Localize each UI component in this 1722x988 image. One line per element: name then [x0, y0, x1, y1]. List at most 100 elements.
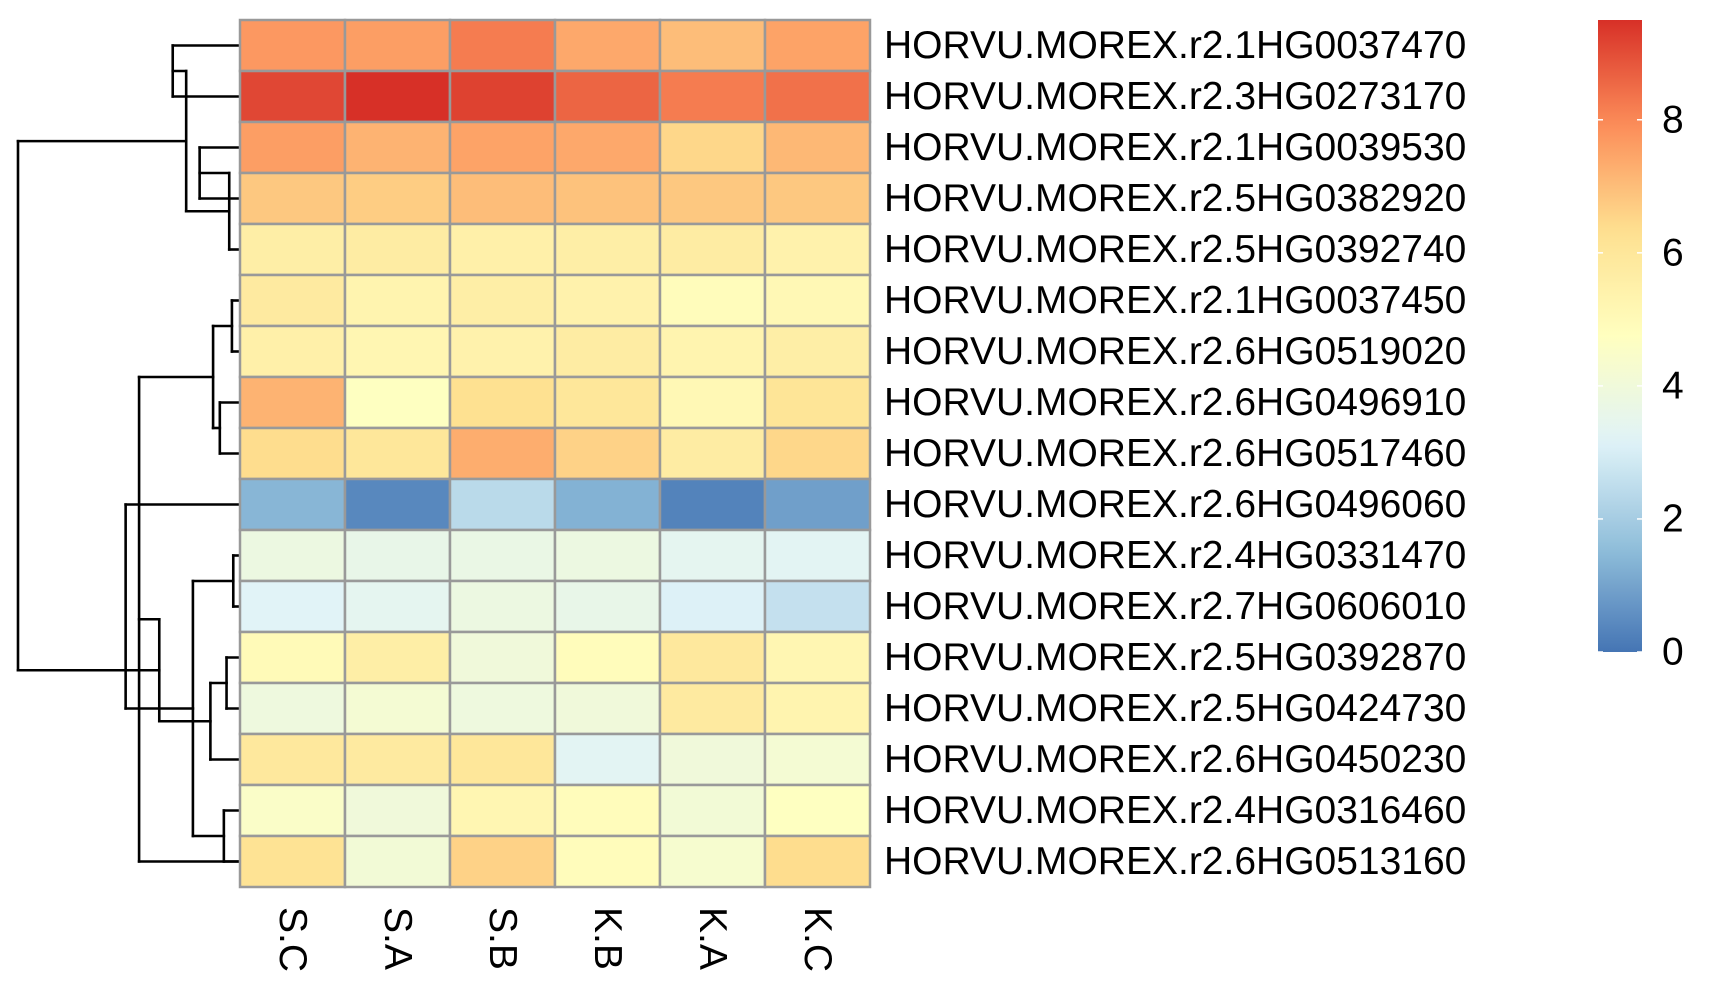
heatmap-cell	[343, 18, 452, 73]
heatmap-cell	[448, 630, 557, 685]
heatmap-cell	[238, 630, 347, 685]
heatmap-cell	[448, 120, 557, 175]
heatmap-cell	[238, 732, 347, 787]
heatmap-cell	[343, 426, 452, 481]
heatmap-cell	[658, 579, 767, 634]
heatmap-cell	[553, 630, 662, 685]
heatmap-cell	[658, 375, 767, 430]
heatmap-cell	[763, 426, 872, 481]
heatmap-cell	[553, 222, 662, 277]
heatmap-cell	[238, 69, 347, 124]
heatmap-cell	[658, 477, 767, 532]
row-label: HORVU.MOREX.r2.5HG0424730	[884, 687, 1466, 730]
heatmap-cell	[763, 69, 872, 124]
heatmap-cell	[238, 324, 347, 379]
heatmap-cell	[658, 324, 767, 379]
row-label: HORVU.MOREX.r2.1HG0037470	[884, 24, 1466, 67]
legend-tick-label: 8	[1662, 98, 1684, 141]
heatmap-cell	[238, 222, 347, 277]
heatmap-cell	[763, 732, 872, 787]
color-legend: 0 2 4 6 8	[1598, 20, 1684, 674]
heatmap-cell	[763, 324, 872, 379]
row-label: HORVU.MOREX.r2.6HG0513160	[884, 840, 1466, 883]
heatmap-cell	[238, 120, 347, 175]
heatmap-cell	[343, 579, 452, 634]
heatmap-cell	[343, 783, 452, 838]
heatmap-cell	[238, 18, 347, 73]
heatmap-cell	[553, 324, 662, 379]
heatmap-cell	[238, 834, 347, 889]
heatmap-cell	[553, 171, 662, 226]
heatmap-cell	[448, 18, 557, 73]
heatmap-cells	[238, 18, 872, 889]
row-label: HORVU.MOREX.r2.6HG0519020	[884, 330, 1466, 373]
heatmap-cell	[763, 783, 872, 838]
heatmap-cell	[658, 681, 767, 736]
heatmap-cell	[658, 273, 767, 328]
row-label: HORVU.MOREX.r2.1HG0039530	[884, 126, 1466, 169]
heatmap-cell	[448, 69, 557, 124]
heatmap-cell	[763, 834, 872, 889]
heatmap-cell	[763, 18, 872, 73]
row-label: HORVU.MOREX.r2.3HG0273170	[884, 75, 1466, 118]
heatmap-cell	[553, 120, 662, 175]
heatmap-cell	[553, 732, 662, 787]
heatmap-cell	[763, 273, 872, 328]
row-label: HORVU.MOREX.r2.5HG0392870	[884, 636, 1466, 679]
heatmap-cell	[658, 426, 767, 481]
heatmap-cell	[448, 732, 557, 787]
heatmap-cell	[448, 426, 557, 481]
heatmap-cell	[448, 783, 557, 838]
heatmap-cell	[238, 681, 347, 736]
row-label: HORVU.MOREX.r2.4HG0331470	[884, 534, 1466, 577]
column-label: S.C	[271, 907, 314, 972]
heatmap-cell	[343, 732, 452, 787]
heatmap-cell	[658, 222, 767, 277]
heatmap-cell	[238, 273, 347, 328]
column-labels: S.C S.A S.B K.B K.A K.C	[271, 907, 839, 972]
row-label: HORVU.MOREX.r2.7HG0606010	[884, 585, 1466, 628]
heatmap-cell	[658, 732, 767, 787]
row-label: HORVU.MOREX.r2.5HG0382920	[884, 177, 1466, 220]
heatmap-cell	[448, 273, 557, 328]
row-label: HORVU.MOREX.r2.5HG0392740	[884, 228, 1466, 271]
heatmap-cell	[343, 477, 452, 532]
row-label: HORVU.MOREX.r2.6HG0496910	[884, 381, 1466, 424]
heatmap-cell	[763, 375, 872, 430]
heatmap-cell	[448, 528, 557, 583]
heatmap-cell	[658, 630, 767, 685]
column-label: K.C	[796, 907, 839, 972]
heatmap-cell	[553, 273, 662, 328]
heatmap-cell	[343, 273, 452, 328]
heatmap-cell	[238, 528, 347, 583]
heatmap-cell	[238, 477, 347, 532]
heatmap-cell	[763, 477, 872, 532]
heatmap-cell	[658, 69, 767, 124]
heatmap-cell	[553, 375, 662, 430]
row-label: HORVU.MOREX.r2.6HG0517460	[884, 432, 1466, 475]
heatmap-cell	[658, 528, 767, 583]
column-label: S.A	[376, 907, 419, 970]
heatmap-cell	[343, 681, 452, 736]
heatmap-cell	[448, 681, 557, 736]
heatmap-cell	[343, 222, 452, 277]
row-labels: HORVU.MOREX.r2.1HG0037470 HORVU.MOREX.r2.…	[884, 24, 1466, 883]
row-label: HORVU.MOREX.r2.4HG0316460	[884, 789, 1466, 832]
column-label: K.B	[586, 907, 629, 970]
heatmap-cell	[553, 477, 662, 532]
heatmap-cell	[763, 171, 872, 226]
heatmap-cell	[658, 120, 767, 175]
legend-tick-label: 4	[1662, 364, 1684, 407]
heatmap-cell	[658, 18, 767, 73]
column-label: S.B	[481, 907, 524, 970]
heatmap-cell	[343, 69, 452, 124]
heatmap-cell	[343, 171, 452, 226]
heatmap-cell	[448, 834, 557, 889]
heatmap-cell	[553, 681, 662, 736]
heatmap-cell	[553, 69, 662, 124]
row-label: HORVU.MOREX.r2.1HG0037450	[884, 279, 1466, 322]
heatmap-cell	[553, 783, 662, 838]
heatmap-cell	[763, 528, 872, 583]
row-label: HORVU.MOREX.r2.6HG0496060	[884, 483, 1466, 526]
